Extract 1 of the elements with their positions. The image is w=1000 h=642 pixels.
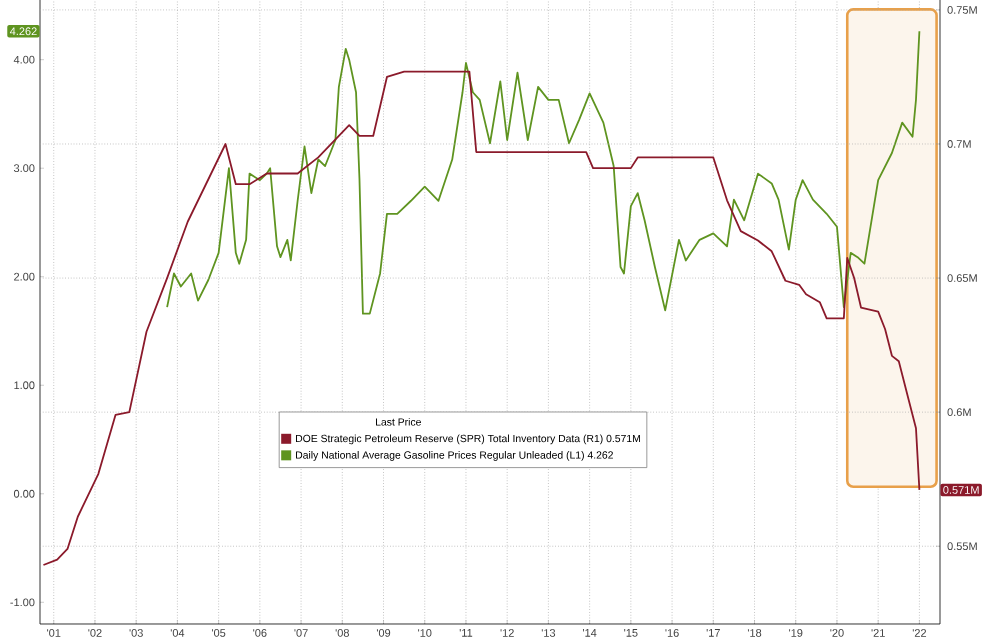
- line-series: [166, 30, 921, 315]
